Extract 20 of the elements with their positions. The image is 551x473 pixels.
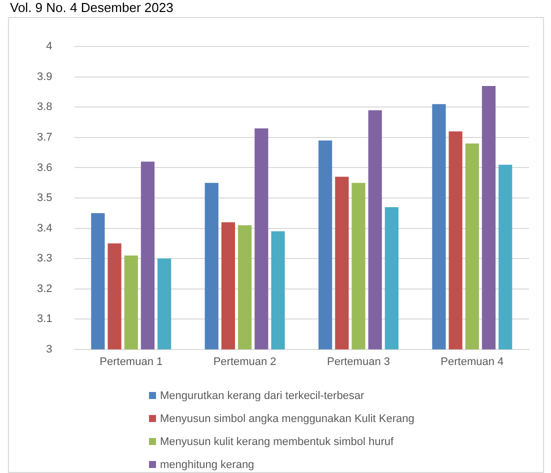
y-tick-label: 3.7 [36, 131, 52, 144]
text: Vol. 9 No. 4 Desember 2023 [10, 0, 174, 15]
y-tick-label: 3.8 [36, 101, 52, 114]
legend-label: Menyusun simbol angka menggunakan Kulit Kerang [160, 412, 414, 424]
y-tick-label: 3 [46, 343, 52, 356]
x-tick-label: Pertemuan 1 [100, 356, 163, 368]
y-tick-label: 3.9 [36, 70, 52, 83]
y-tick-label: 4 [46, 40, 52, 53]
y-tick-label: 3.4 [36, 222, 52, 234]
y-tick-label: 3.5 [36, 192, 52, 204]
y-tick-label: 3.6 [36, 162, 52, 174]
legend-label: Mengurutkan kerang dari terkecil-terbesar [160, 390, 364, 402]
legend-label: Menyusun kulit kerang membentuk simbol huruf [160, 436, 394, 448]
y-tick-label: 3.1 [36, 313, 52, 326]
legend-label: menghitung kerang [160, 458, 254, 470]
x-tick-label: Pertemuan 2 [213, 356, 276, 368]
x-tick-label: Pertemuan 3 [326, 356, 390, 368]
x-tick-label: Pertemuan 4 [440, 356, 504, 368]
y-tick-label: 3.3 [36, 252, 52, 265]
y-tick-label: 3.2 [36, 282, 52, 295]
